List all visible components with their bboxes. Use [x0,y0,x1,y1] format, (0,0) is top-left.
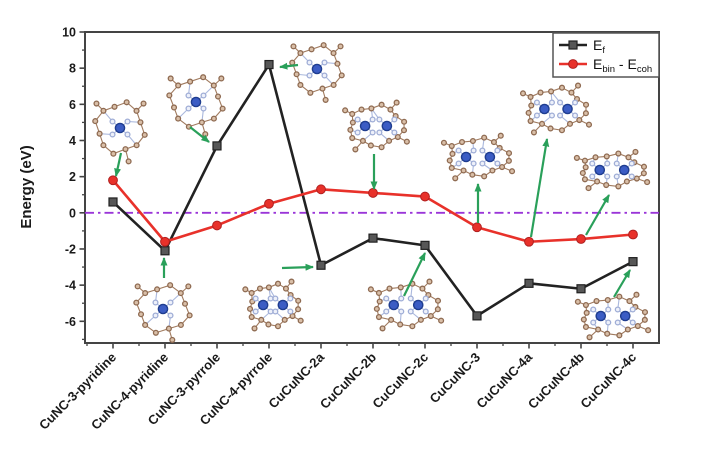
y-tick-label: 2 [69,170,76,184]
copper-atom [412,299,424,311]
annotation-arrow-CuNC-4-pyrrole [279,62,299,70]
data-point-marker [524,236,534,247]
data-point-marker [316,184,326,195]
y-tick-label: -6 [65,315,76,329]
annotation-arrow-CuCuNC-2c [403,252,426,297]
molecule-inset-CuNC-3-pyrrole [166,74,226,138]
copper-atom [594,164,606,176]
data-point-marker [628,257,638,267]
copper-atom [190,96,202,108]
copper-atom [277,299,289,311]
data-point-marker [160,236,170,247]
annotation-arrow-CuCuNC-2a [281,263,314,271]
copper-atom [618,164,630,176]
y-tick-label: 10 [62,26,76,40]
legend-label-Ef: Ef [593,37,605,56]
data-point-marker [264,59,274,70]
molecule-inset-CuNC-4-pyridine [133,282,193,343]
x-axis: CuNC-3-pyridineCuNC-4-pyridineCuNC-3-pyr… [36,343,639,433]
molecule-inset-CuCuNC-4b [573,148,651,192]
x-category-label: CuCuNC-2c [369,350,431,412]
copper-atom [562,103,573,115]
data-point-marker [108,197,118,207]
copper-atom [484,151,496,163]
annotation-arrow-CuCuNC-4c [613,269,631,298]
y-axis-title: Energy (eV) [18,145,35,228]
data-point-marker [472,222,482,233]
copper-atom [381,120,393,132]
legend-box [552,32,660,78]
copper-atom [460,151,472,163]
molecule-inset-CuCuNC-4a [519,82,593,136]
data-point-marker [576,284,586,294]
molecule-inset-CuCuNC-2a [242,278,304,332]
series-Ef [108,59,638,321]
data-point-marker [368,188,378,198]
molecule-inset-CuCuNC-4c [574,291,652,341]
data-point-marker [368,233,378,243]
copper-atom [359,120,371,132]
copper-atom [388,299,400,311]
y-tick-label: 0 [69,206,76,220]
molecule-inset-CuCuNC-3 [440,132,516,182]
data-point-marker [160,246,170,256]
series-Ebin-Ecoh [108,175,638,247]
molecule-inset-CuCuNC-2b [342,99,410,153]
y-axis: 10 8 6 4 2 0 -2 -4 -6 Energy (eV) [18,26,85,341]
y-tick-label: -4 [65,279,76,293]
legend-label-Ebin-Ecoh: Ebin - Ecoh [593,56,652,75]
data-point-marker [212,220,222,231]
data-point-marker [108,175,118,186]
data-point-marker [628,229,638,240]
data-point-marker [576,234,586,244]
data-point-marker [420,240,430,250]
annotation-arrows [114,62,631,298]
molecule-inset-CuNC-4-pyrrole [289,42,345,103]
molecule-insets [92,42,652,343]
y-tick-label: -2 [65,242,76,256]
data-point-marker [472,311,482,321]
x-category-label: CuCuNC-4c [577,350,639,412]
copper-atom [539,103,550,115]
annotation-arrow-CuNC-3-pyridine [114,152,123,177]
annotation-arrow-CuNC-3-pyrrole [189,126,210,143]
annotation-arrow-CuCuNC-4b [585,194,610,236]
y-tick-label: 8 [69,62,76,76]
copper-atom [114,122,126,134]
y-tick-label: 6 [69,98,76,112]
annotation-arrow-CuCuNC-4a [529,138,550,238]
data-point-marker [264,198,274,209]
copper-atom [257,299,269,311]
copper-atom [595,310,607,322]
data-point-marker [524,278,534,288]
x-category-label: CuCuNC-3 [427,350,484,407]
data-point-marker [316,260,326,270]
molecule-inset-CuCuNC-2c [367,278,445,332]
copper-atom [157,303,169,315]
data-point-marker [212,141,222,151]
copper-atom [619,310,631,322]
molecule-inset-CuNC-3-pyridine [92,99,148,165]
copper-atom [311,63,323,75]
data-point-marker [420,191,430,202]
y-tick-label: 4 [69,134,76,148]
